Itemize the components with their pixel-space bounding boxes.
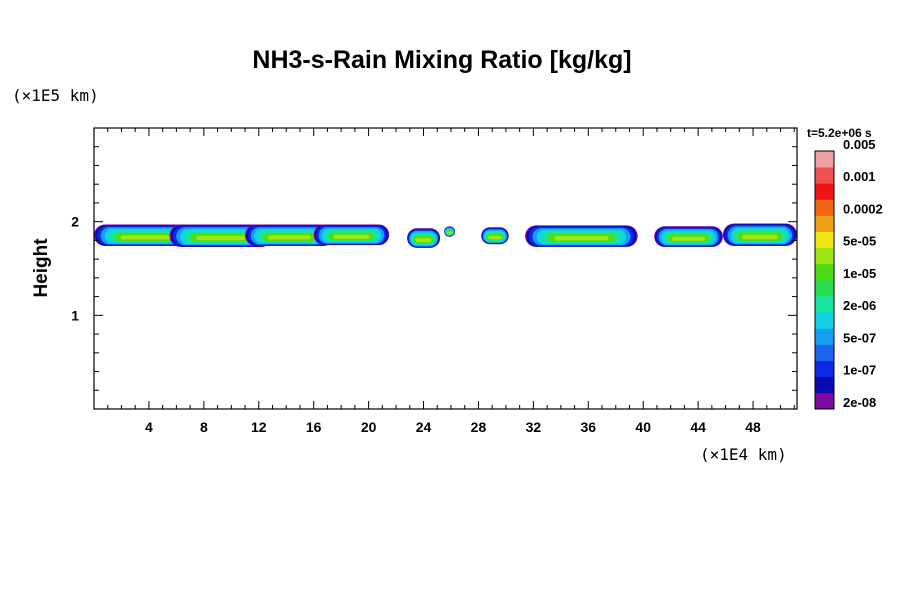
cloud-band xyxy=(94,224,197,246)
x-tick-label: 28 xyxy=(471,419,487,435)
colorbar-label: 0.0002 xyxy=(843,201,883,216)
cloud-band xyxy=(245,224,335,246)
x-tick-label: 8 xyxy=(200,419,208,435)
cloud-band xyxy=(407,228,441,248)
contour-level-7 xyxy=(554,236,609,241)
colorbar-swatch xyxy=(815,328,834,345)
x-tick-label: 12 xyxy=(251,419,267,435)
colorbar-swatch xyxy=(815,344,834,361)
colorbar-swatch xyxy=(815,199,834,216)
cloud-band xyxy=(722,223,797,246)
y-axis: 12 xyxy=(71,146,797,391)
x-tick-label: 36 xyxy=(581,419,597,435)
contour-level-7 xyxy=(672,236,706,241)
colorbar-label: 2e-08 xyxy=(843,395,876,410)
x-tick-label: 16 xyxy=(306,419,322,435)
colorbar-swatch xyxy=(815,231,834,249)
cloud-band xyxy=(654,226,723,247)
colorbar-swatch xyxy=(815,360,834,378)
x-tick-label: 44 xyxy=(690,419,706,435)
x-axis-unit: (×1E4 km) xyxy=(700,445,787,464)
chart-title: NH3-s-Rain Mixing Ratio [kg/kg] xyxy=(252,46,632,74)
colorbar-swatch xyxy=(815,296,834,313)
x-tick-label: 40 xyxy=(635,419,651,435)
colorbar-label: 1e-05 xyxy=(843,266,876,281)
cloud-band xyxy=(313,224,390,246)
cloud-band xyxy=(169,224,273,247)
cloud-band xyxy=(525,225,638,247)
contour-level-7 xyxy=(196,235,246,241)
x-tick-label: 48 xyxy=(745,419,761,435)
colorbar-label: 0.005 xyxy=(843,137,876,152)
colorbar-label: 5e-07 xyxy=(843,330,876,345)
colorbar-swatch xyxy=(815,183,834,200)
contour-level-7 xyxy=(447,231,453,234)
contour-level-7 xyxy=(268,235,311,240)
colorbar-swatch xyxy=(815,392,834,410)
colorbar-label: 0.001 xyxy=(843,169,876,184)
x-tick-label: 4 xyxy=(145,419,153,435)
colorbar-swatch xyxy=(815,263,834,281)
x-tick-label: 32 xyxy=(526,419,542,435)
x-tick-label: 24 xyxy=(416,419,432,435)
colorbar-swatch xyxy=(815,151,834,168)
contour-level-7 xyxy=(415,238,432,242)
contour-level-7 xyxy=(742,234,778,240)
y-tick-label: 2 xyxy=(71,214,79,230)
y-tick-label: 1 xyxy=(71,307,79,323)
colorbar-swatch xyxy=(815,312,834,329)
y-axis-unit: (×1E5 km) xyxy=(12,86,99,105)
plot-frame xyxy=(93,127,798,410)
colorbar-swatch xyxy=(815,167,834,184)
colorbar-frame xyxy=(814,150,835,410)
colorbar-label: 2e-06 xyxy=(843,298,876,313)
cloud-field xyxy=(94,223,797,248)
colorbar-swatch xyxy=(815,376,834,394)
time-label: t=5.2e+06 s xyxy=(807,126,872,140)
colorbar-swatch xyxy=(815,215,834,232)
contour-level-7 xyxy=(488,235,502,240)
cloud-band xyxy=(444,226,456,237)
contour-level-7 xyxy=(333,234,370,239)
x-tick-label: 20 xyxy=(361,419,377,435)
colorbar-swatch xyxy=(815,280,834,297)
colorbar-label: 1e-07 xyxy=(843,363,876,378)
colorbar-swatch xyxy=(815,247,834,265)
colorbar: 2e-08 1e-07 5e-07 2e-06 1e-05 5e-05 0.0002 0.00… xyxy=(814,137,883,410)
x-axis: 4 8 12 16 20 24 28 32 36 40 44 48 xyxy=(107,128,795,435)
colorbar-label: 5e-05 xyxy=(843,234,876,249)
contour-level-7 xyxy=(120,235,171,240)
cloud-band xyxy=(481,227,509,245)
